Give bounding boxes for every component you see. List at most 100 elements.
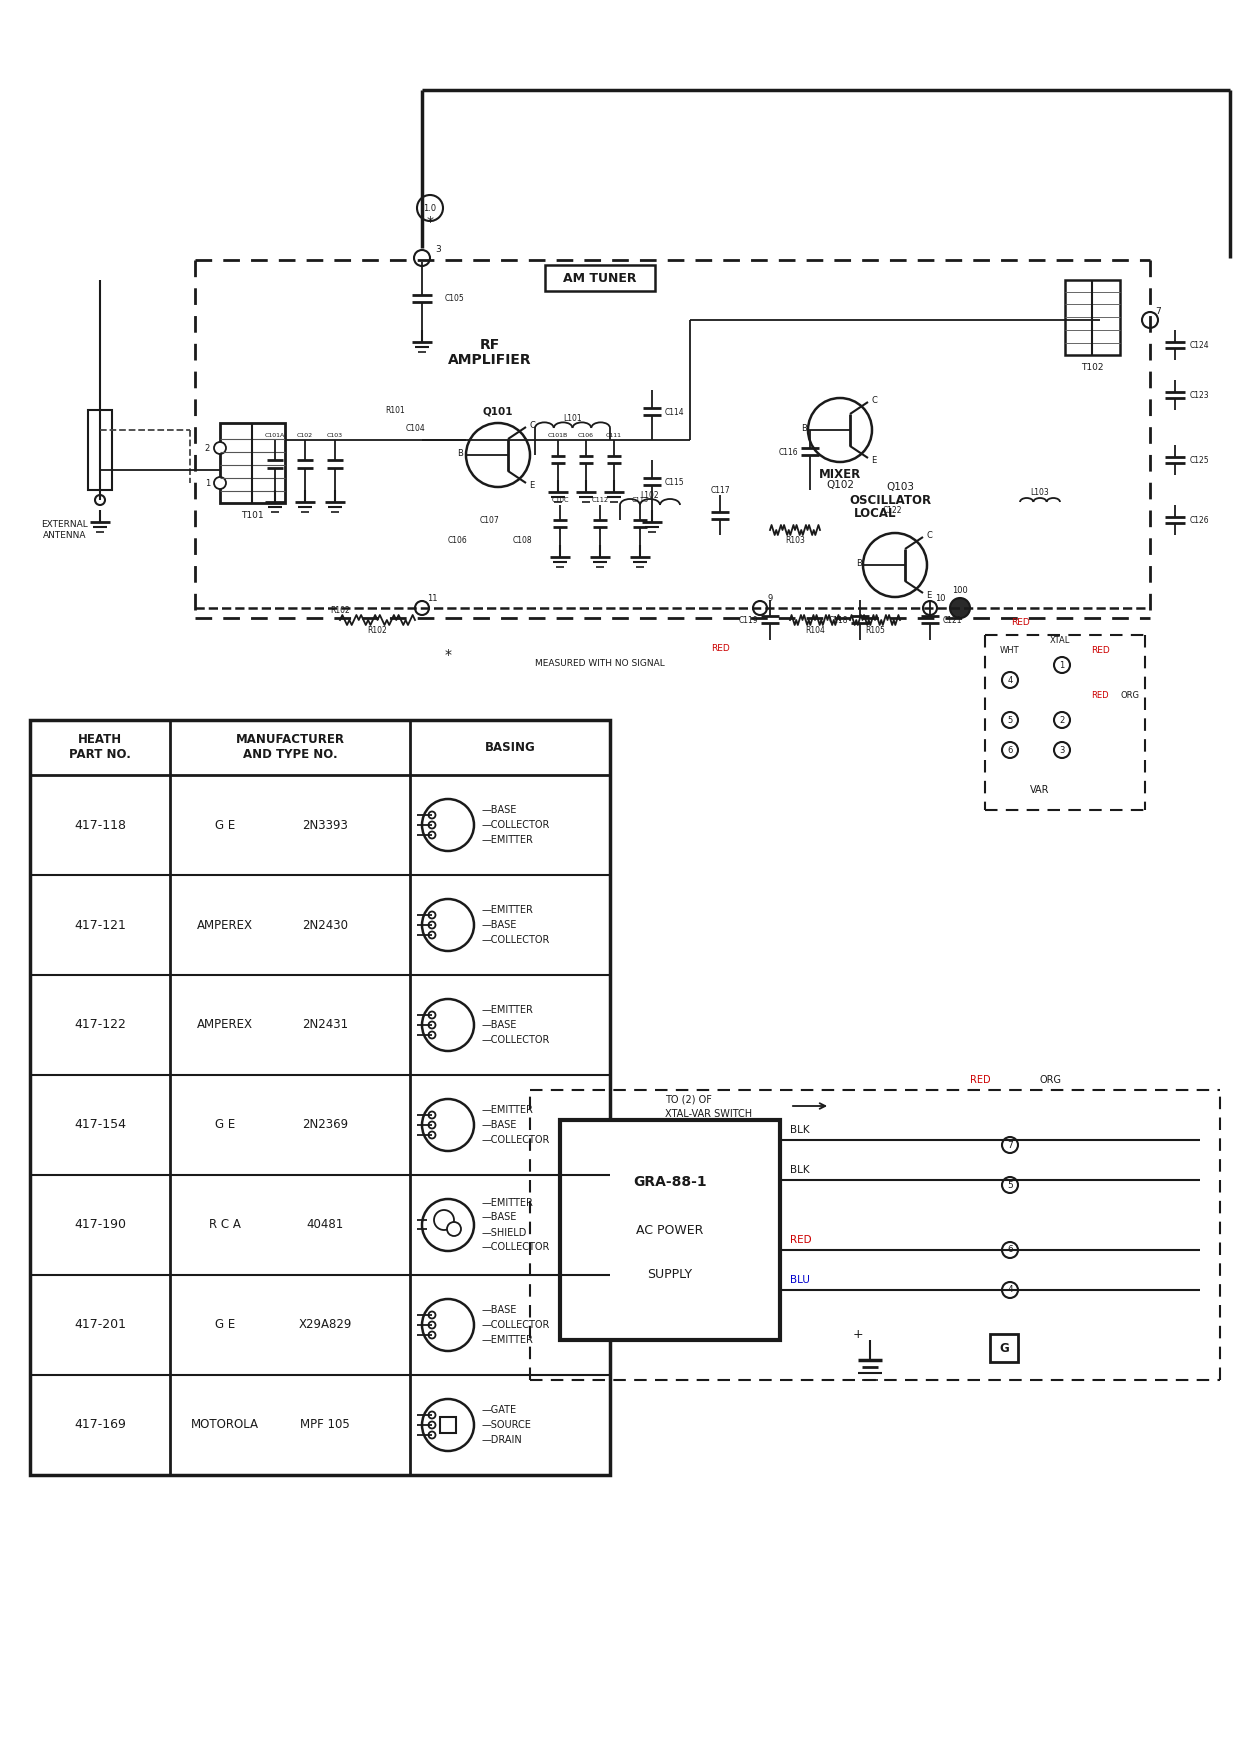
- Text: 3: 3: [435, 244, 441, 253]
- Text: C: C: [870, 395, 877, 404]
- Circle shape: [1002, 713, 1018, 728]
- Text: AMPLIFIER: AMPLIFIER: [448, 353, 532, 367]
- Text: C101A: C101A: [265, 432, 285, 437]
- Text: 2N3393: 2N3393: [303, 818, 348, 832]
- Text: L101: L101: [563, 414, 582, 423]
- Text: 7: 7: [1156, 307, 1161, 316]
- Text: LOCAL: LOCAL: [854, 507, 897, 519]
- Text: —EMITTER: —EMITTER: [482, 1006, 534, 1014]
- Text: R C A: R C A: [210, 1218, 241, 1232]
- Circle shape: [429, 821, 435, 828]
- Circle shape: [429, 1132, 435, 1139]
- Text: HEATH
PART NO.: HEATH PART NO.: [69, 734, 131, 762]
- Circle shape: [1142, 312, 1158, 328]
- Text: 9: 9: [768, 593, 773, 602]
- Text: G E: G E: [215, 1318, 236, 1332]
- Text: +: +: [853, 1329, 863, 1341]
- Text: BLU: BLU: [790, 1274, 810, 1285]
- Text: RED: RED: [711, 644, 729, 653]
- Text: 6: 6: [1007, 746, 1013, 755]
- Circle shape: [429, 1032, 435, 1039]
- Text: 11: 11: [427, 593, 438, 602]
- Text: —SOURCE: —SOURCE: [482, 1420, 532, 1430]
- Text: 417-154: 417-154: [74, 1118, 126, 1132]
- Text: 417-169: 417-169: [74, 1418, 126, 1432]
- Text: C115: C115: [665, 477, 684, 486]
- Circle shape: [1002, 1178, 1018, 1193]
- Circle shape: [1002, 1281, 1018, 1299]
- Text: 1: 1: [205, 479, 210, 488]
- Text: R103: R103: [785, 535, 805, 544]
- Text: 100: 100: [952, 586, 968, 595]
- Text: —GATE: —GATE: [482, 1406, 517, 1415]
- Text: RED: RED: [1091, 646, 1110, 655]
- Text: C10C: C10C: [552, 497, 569, 504]
- Text: C106: C106: [578, 432, 594, 437]
- Text: 5: 5: [1007, 1181, 1013, 1190]
- Circle shape: [414, 249, 430, 267]
- Circle shape: [429, 832, 435, 839]
- Text: C125: C125: [1190, 456, 1210, 465]
- Text: —EMITTER: —EMITTER: [482, 835, 534, 844]
- Text: XTAL: XTAL: [1050, 635, 1070, 644]
- Text: 2N2431: 2N2431: [301, 1018, 348, 1032]
- Circle shape: [1002, 672, 1018, 688]
- Text: Q102: Q102: [826, 481, 854, 490]
- Circle shape: [1002, 1243, 1018, 1258]
- Circle shape: [429, 1422, 435, 1429]
- Text: OSCILLATOR: OSCILLATOR: [849, 493, 931, 507]
- Text: 2N2369: 2N2369: [301, 1118, 348, 1132]
- Text: C113: C113: [631, 497, 649, 504]
- Text: R104: R104: [805, 625, 825, 635]
- Text: R101: R101: [386, 405, 405, 414]
- Circle shape: [429, 1011, 435, 1018]
- Text: C116: C116: [779, 448, 799, 456]
- Text: 7: 7: [1007, 1141, 1013, 1150]
- Circle shape: [422, 1399, 474, 1451]
- Text: VAR: VAR: [1030, 784, 1050, 795]
- Text: —BASE: —BASE: [482, 920, 517, 930]
- Text: —BASE: —BASE: [482, 1213, 517, 1223]
- Text: ORG: ORG: [1121, 690, 1140, 700]
- Circle shape: [1002, 742, 1018, 758]
- Circle shape: [429, 1432, 435, 1439]
- Text: —EMITTER: —EMITTER: [482, 1197, 534, 1207]
- Circle shape: [215, 477, 226, 490]
- Text: C111: C111: [606, 432, 622, 437]
- Text: C106: C106: [448, 535, 467, 544]
- Text: AM TUNER: AM TUNER: [563, 272, 637, 284]
- Text: —EMITTER: —EMITTER: [482, 1336, 534, 1344]
- Text: —COLLECTOR: —COLLECTOR: [482, 820, 551, 830]
- Bar: [990, 1334, 1018, 1362]
- Circle shape: [415, 600, 429, 614]
- Text: C103: C103: [327, 432, 343, 437]
- Text: —BASE: —BASE: [482, 1020, 517, 1030]
- Text: RED: RED: [970, 1076, 991, 1085]
- Circle shape: [429, 811, 435, 818]
- Text: R102: R102: [367, 625, 387, 635]
- Circle shape: [429, 1111, 435, 1118]
- Text: G E: G E: [215, 1118, 236, 1132]
- Text: —SHIELD: —SHIELD: [482, 1227, 527, 1237]
- Text: 5: 5: [1007, 716, 1013, 725]
- Text: R105: R105: [866, 625, 885, 635]
- Circle shape: [422, 799, 474, 851]
- Text: —BASE: —BASE: [482, 1120, 517, 1130]
- Text: C107: C107: [480, 516, 500, 525]
- Bar: [1065, 281, 1120, 355]
- Circle shape: [422, 1299, 474, 1351]
- Text: MOTOROLA: MOTOROLA: [191, 1418, 259, 1432]
- Circle shape: [429, 1411, 435, 1418]
- Text: C108: C108: [512, 535, 532, 544]
- Text: SUPPLY: SUPPLY: [647, 1267, 693, 1281]
- Text: 6: 6: [1007, 1246, 1013, 1255]
- Text: TO (2) OF: TO (2) OF: [665, 1095, 712, 1106]
- Text: B: B: [856, 558, 862, 567]
- Text: RED: RED: [1011, 618, 1029, 627]
- Text: GRA-88-1: GRA-88-1: [634, 1174, 707, 1188]
- Text: —BASE: —BASE: [482, 806, 517, 814]
- Bar: [30, 720, 610, 1474]
- Text: MPF 105: MPF 105: [300, 1418, 350, 1432]
- Circle shape: [863, 534, 928, 597]
- Text: MANUFACTURER
AND TYPE NO.: MANUFACTURER AND TYPE NO.: [236, 734, 345, 762]
